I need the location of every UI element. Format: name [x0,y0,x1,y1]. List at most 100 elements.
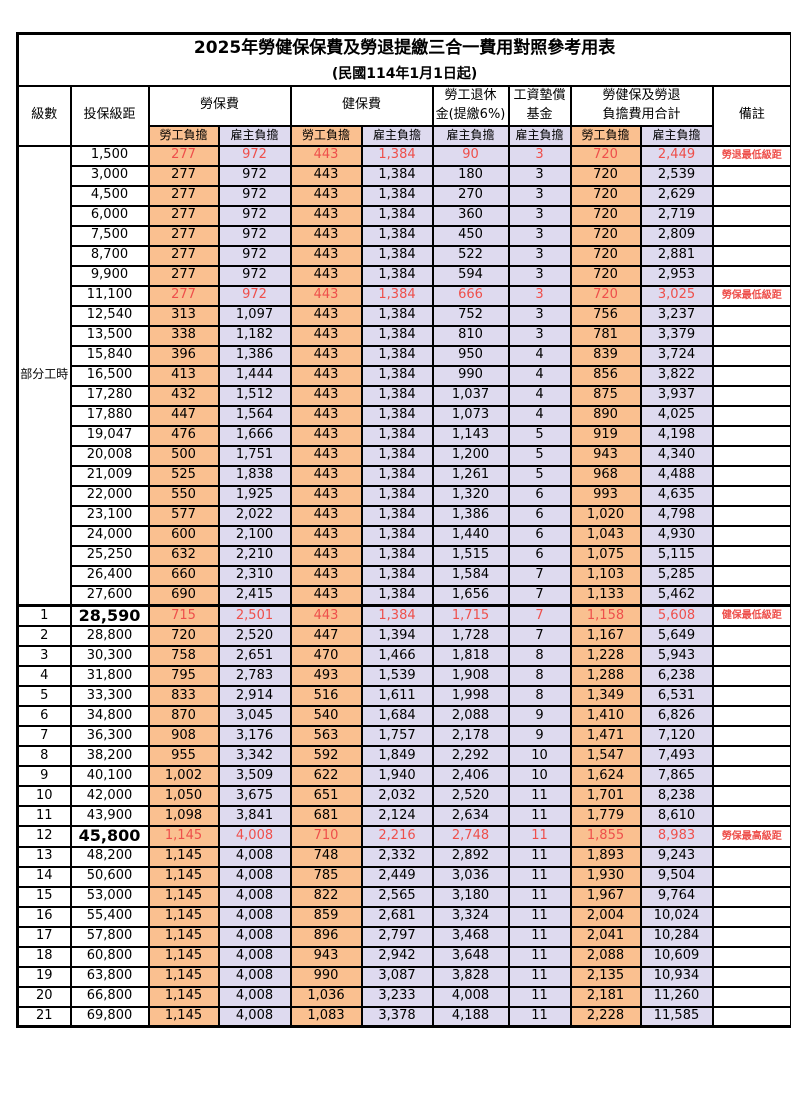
level-cell: 7 [16,725,72,748]
fee-cell: 1,050 [147,785,220,808]
fee-cell: 2,651 [217,645,292,668]
note-cell [711,805,791,828]
bracket-cell: 30,300 [69,645,150,668]
fee-cell: 277 [147,144,220,167]
fee-cell: 4,008 [217,825,292,848]
fee-cell: 7,493 [639,745,714,768]
fee-cell: 6,531 [639,685,714,708]
note-cell [711,905,791,928]
fee-cell: 7 [507,584,572,607]
level-cell: 8 [16,745,72,768]
fee-cell: 11,260 [639,985,714,1008]
fee-cell: 2,881 [639,244,714,267]
fee-cell: 1,466 [360,645,434,668]
fee-table: 2025年勞健保保費及勞退提繳三合一費用對照參考用表 (民國114年1月1日起)… [16,32,791,1029]
bracket-cell: 23,100 [69,504,150,527]
fee-cell: 4,008 [217,845,292,868]
fee-cell: 432 [147,384,220,407]
fee-cell: 2,041 [569,925,642,948]
fee-cell: 4,008 [217,945,292,968]
fee-cell: 890 [569,404,642,427]
header-wage-fund-line2: 基金 [507,105,572,127]
fee-cell: 622 [289,765,363,788]
fee-cell: 516 [289,685,363,708]
fee-cell: 443 [289,204,363,227]
fee-cell: 2,415 [217,584,292,607]
fee-cell: 3,937 [639,384,714,407]
fee-cell: 2,520 [217,625,292,648]
table-row: 3,000 277 972 443 1,384 180 3 720 2,539 [18,164,791,187]
fee-cell: 720 [569,164,642,187]
fee-cell: 720 [569,184,642,207]
bracket-cell: 16,500 [69,364,150,387]
level-cell: 6 [16,705,72,728]
fee-cell: 443 [289,604,363,628]
bracket-cell: 40,100 [69,765,150,788]
fee-cell: 666 [431,284,510,307]
table-row: 6,000 277 972 443 1,384 360 3 720 2,719 [18,204,791,227]
fee-cell: 919 [569,424,642,447]
fee-cell: 1,037 [431,384,510,407]
bracket-cell: 17,880 [69,404,150,427]
fee-cell: 3 [507,324,572,347]
note-cell [711,264,791,287]
fee-cell: 11 [507,845,572,868]
fee-cell: 1,384 [360,484,434,507]
table-row: 14 50,600 1,145 4,008 785 2,449 3,036 11 1,930 9,… [16,865,791,888]
fee-cell: 896 [289,925,363,948]
fee-cell: 1,200 [431,444,510,467]
level-cell: 17 [16,925,72,948]
fee-cell: 4 [507,364,572,387]
fee-cell: 2,953 [639,264,714,287]
fee-cell: 443 [289,544,363,567]
table-row: 17,280 432 1,512 443 1,384 1,037 4 875 3,937 [18,384,791,407]
fee-cell: 1,998 [431,685,510,708]
fee-cell: 1,701 [569,785,642,808]
fee-cell: 1,384 [360,584,434,607]
page-title: 2025年勞健保保費及勞退提繳三合一費用對照參考用表 [16,32,791,64]
fee-cell: 1,512 [217,384,292,407]
fee-cell: 443 [289,304,363,327]
fee-cell: 6 [507,504,572,527]
fee-cell: 9 [507,725,572,748]
fee-cell: 4,008 [217,1005,292,1028]
fee-cell: 2,135 [569,965,642,988]
fee-cell: 3,828 [431,965,510,988]
fee-cell: 443 [289,404,363,427]
bracket-cell: 6,000 [69,204,150,227]
fee-cell: 955 [147,745,220,768]
fee-cell: 4,008 [217,905,292,928]
fee-cell: 1,182 [217,324,292,347]
header-wage-fund-line1: 工資墊償 [507,84,572,106]
fee-cell: 2,681 [360,905,434,928]
fee-cell: 443 [289,464,363,487]
fee-cell: 822 [289,885,363,908]
fee-cell: 6 [507,544,572,567]
fee-cell: 1,384 [360,564,434,587]
fee-cell: 277 [147,224,220,247]
bracket-cell: 8,700 [69,244,150,267]
fee-cell: 1,384 [360,504,434,527]
subheader-health-employer: 雇主負擔 [360,124,434,147]
fee-cell: 594 [431,264,510,287]
fee-cell: 1,145 [147,985,220,1008]
table-row: 21 69,800 1,145 4,008 1,083 3,378 4,188 11 2,228… [16,1005,791,1028]
fee-cell: 1,083 [289,1005,363,1028]
fee-cell: 1,818 [431,645,510,668]
bracket-cell: 26,400 [69,564,150,587]
fee-cell: 447 [147,404,220,427]
fee-cell: 396 [147,344,220,367]
table-row: 8 38,200 955 3,342 592 1,849 2,292 10 1,547 7,493 [16,745,791,768]
fee-cell: 4,188 [431,1005,510,1028]
fee-cell: 90 [431,144,510,167]
fee-cell: 1,143 [431,424,510,447]
fee-cell: 10 [507,745,572,768]
fee-cell: 1,384 [360,604,434,628]
fee-cell: 277 [147,284,220,307]
bracket-cell: 22,000 [69,484,150,507]
fee-cell: 1,684 [360,705,434,728]
fee-cell: 592 [289,745,363,768]
fee-cell: 5,285 [639,564,714,587]
bracket-cell: 42,000 [69,785,150,808]
table-row: 17 57,800 1,145 4,008 896 2,797 3,468 11 2,041 10… [16,925,791,948]
